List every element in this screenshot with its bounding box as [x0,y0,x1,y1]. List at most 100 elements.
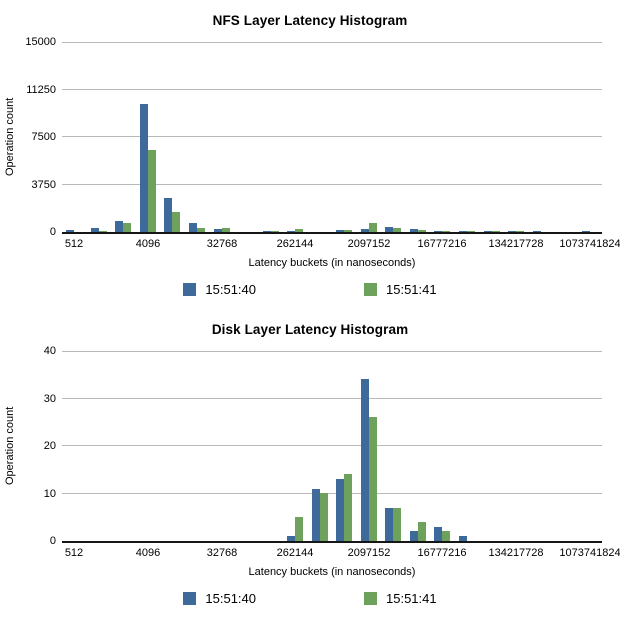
bar-524288-15:51:41 [320,493,328,541]
bar-67108864-15:51:41 [492,231,500,232]
disk-latency-chart: Disk Layer Latency Histogram Operation c… [0,309,620,618]
bar-4194304-15:51:40 [385,508,393,541]
bar-1024-15:51:41 [99,231,107,232]
legend: 15:51:40 15:51:41 [0,282,620,297]
bar-33554432-15:51:41 [467,231,475,232]
gridline [62,136,602,137]
bar-16777216-15:51:41 [442,531,450,541]
x-tick-label: 1073741824 [559,547,620,559]
bar-32768-15:51:40 [214,229,222,232]
x-tick-label: 512 [64,547,84,559]
bar-8192-15:51:40 [164,198,172,232]
y-tick-label: 10 [43,488,56,500]
bar-33554432-15:51:40 [459,536,467,541]
gridline [62,398,602,399]
bar-16384-15:51:40 [189,223,197,232]
x-tick-label: 32768 [206,238,238,250]
y-tick-label: 15000 [25,36,56,48]
bar-134217728-15:51:41 [516,231,524,232]
bar-2097152-15:51:41 [369,417,377,541]
bar-262144-15:51:40 [287,231,295,232]
x-tick-label: 16777216 [417,547,467,559]
bar-268435456-15:51:40 [533,231,541,232]
bar-8192-15:51:41 [172,212,180,232]
bar-1048576-15:51:40 [336,479,344,541]
gridline [62,493,602,494]
gridline [62,42,602,43]
y-tick-label: 0 [49,535,56,547]
plot-area: 0 3750 7500 11250 15000 512 4096 32768 262144 209… [25,36,620,250]
gridline [62,89,602,90]
bar-262144-15:51:41 [295,229,303,232]
x-tick-label: 1073741824 [559,238,620,250]
bar-16384-15:51:41 [197,228,205,232]
bar-4194304-15:51:40 [385,227,393,232]
y-tick-label: 11250 [26,84,56,96]
bar-131072-15:51:41 [271,231,279,232]
series-swatch-icon [364,592,377,605]
legend-label: 15:51:40 [205,282,256,297]
chart-title: NFS Layer Latency Histogram [212,13,408,28]
series-swatch-icon [183,283,197,296]
bar-4096-15:51:41 [148,150,156,232]
series-swatch-icon [364,283,377,296]
bar-4194304-15:51:41 [393,508,401,541]
nfs-latency-chart: NFS Layer Latency Histogram Operation co… [0,13,620,297]
legend-label: 15:51:40 [205,591,256,606]
bar-2048-15:51:41 [123,223,131,232]
x-tick-label: 16777216 [417,238,467,250]
bar-512-15:51:40 [66,230,74,232]
x-tick-label: 2097152 [347,547,391,559]
bar-2097152-15:51:40 [361,229,369,232]
bar-262144-15:51:40 [287,536,295,541]
bar-16777216-15:51:40 [434,231,442,232]
x-tick-label: 2097152 [347,238,391,250]
bar-262144-15:51:41 [295,517,303,541]
bar-8388608-15:51:40 [410,229,418,232]
y-tick-label: 0 [49,226,56,238]
series-swatch-icon [183,592,197,605]
chart-title: Disk Layer Latency Histogram [211,322,409,337]
bar-2097152-15:51:41 [369,223,377,232]
plot-area: 0 10 20 30 40 512 4096 32768 262144 2097152 167772… [44,345,620,559]
x-tick-label: 134217728 [488,547,544,559]
x-axis-title: Latency buckets (in nanoseconds) [248,257,416,269]
legend-label: 15:51:41 [386,282,437,297]
bar-2048-15:51:40 [115,221,123,232]
bar-32768-15:51:41 [222,228,230,232]
bar-1048576-15:51:41 [344,230,352,232]
x-axis-title: Latency buckets (in nanoseconds) [248,566,416,578]
bar-1073741824-15:51:40 [582,231,590,232]
gridline [62,445,602,446]
gridline [62,351,602,352]
x-tick-label: 262144 [276,547,314,559]
legend-item: 15:51:41 [364,282,437,297]
bar-8388608-15:51:41 [418,522,426,541]
y-tick-label: 30 [43,393,56,405]
bar-2097152-15:51:40 [361,379,369,541]
gridline [62,184,602,185]
y-tick-label: 7500 [31,131,56,143]
bar-33554432-15:51:40 [459,231,467,232]
legend-item: 15:51:40 [183,591,256,606]
legend: 15:51:40 15:51:41 [0,591,620,606]
bar-1024-15:51:40 [91,228,99,232]
bar-16777216-15:51:40 [434,527,442,541]
bar-8388608-15:51:40 [410,531,418,541]
bar-131072-15:51:40 [263,231,271,232]
bar-4194304-15:51:41 [393,228,401,232]
x-tick-label: 134217728 [488,238,544,250]
legend-item: 15:51:41 [364,591,437,606]
x-tick-label: 262144 [276,238,314,250]
legend-label: 15:51:41 [386,591,437,606]
bar-8388608-15:51:41 [418,230,426,232]
bar-1048576-15:51:40 [336,230,344,232]
bar-4096-15:51:40 [140,104,148,232]
y-tick-label: 40 [43,345,56,357]
bar-134217728-15:51:40 [508,231,516,232]
bar-67108864-15:51:40 [484,231,492,232]
legend-item: 15:51:40 [183,282,256,297]
bar-16777216-15:51:41 [442,231,450,232]
y-tick-label: 20 [43,440,56,452]
x-tick-label: 32768 [206,547,238,559]
